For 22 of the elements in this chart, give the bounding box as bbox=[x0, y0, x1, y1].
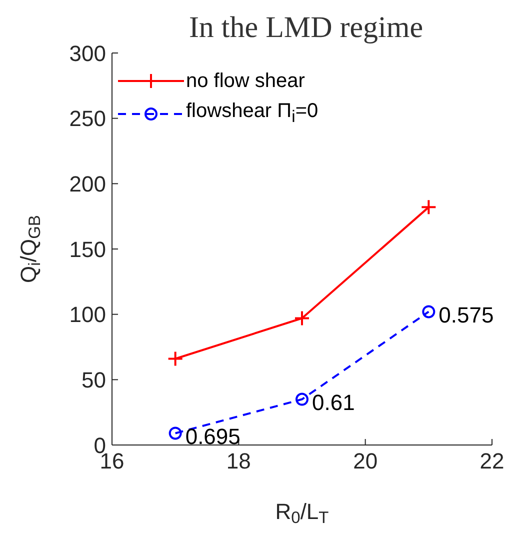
point bbox=[294, 310, 310, 326]
point bbox=[167, 350, 184, 367]
chart-title: In the LMD regime bbox=[188, 10, 424, 46]
x-tick-label: 18 bbox=[226, 448, 251, 474]
annotation: 0.695 bbox=[185, 424, 240, 450]
y-tick-label: 100 bbox=[69, 302, 106, 328]
annotation: 0.575 bbox=[438, 302, 494, 328]
y-tick-label: 250 bbox=[69, 106, 106, 132]
annotation: 0.61 bbox=[312, 390, 355, 416]
point bbox=[296, 392, 308, 406]
y-tick-label: 300 bbox=[69, 40, 106, 66]
legend-label: flowshear Π$_{i}$=0 bbox=[186, 99, 318, 128]
y-tick-label: 150 bbox=[69, 236, 106, 262]
point bbox=[168, 426, 182, 440]
x-tick-label: 20 bbox=[353, 448, 378, 474]
y-tick-label: 200 bbox=[69, 171, 106, 196]
y-tick-label: 50 bbox=[82, 367, 106, 392]
x-axis-title: R$_{0}$/L$_{T}$ bbox=[275, 499, 329, 528]
legend-label: no flow shear bbox=[186, 69, 305, 94]
x-tick-label: 22 bbox=[480, 448, 504, 474]
point bbox=[420, 199, 437, 216]
point bbox=[422, 305, 436, 318]
